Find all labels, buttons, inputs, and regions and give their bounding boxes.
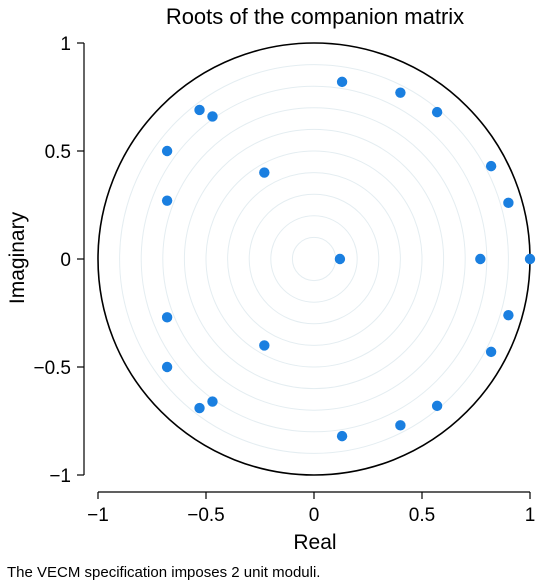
root-point	[524, 253, 536, 265]
y-axis-title: Imaginary	[6, 211, 29, 304]
root-point	[194, 402, 205, 414]
root-point	[336, 430, 348, 442]
grid-circles	[119, 64, 509, 454]
root-point	[161, 195, 173, 206]
root-point	[194, 104, 205, 116]
grid-circle-9	[119, 64, 509, 454]
root-point	[259, 167, 270, 178]
grid-circle-7	[162, 107, 466, 411]
root-point	[431, 106, 443, 118]
grid-circle-2	[270, 215, 358, 303]
x-axis-title: Real	[293, 531, 336, 554]
root-point	[503, 197, 514, 209]
axes	[83, 43, 530, 493]
root-point	[334, 253, 346, 265]
x-tick-label: 0.5	[409, 505, 435, 526]
x-tick-label: 1	[525, 505, 536, 526]
root-point	[161, 145, 173, 157]
root-points	[161, 76, 536, 442]
grid-circle-3	[248, 193, 380, 325]
root-point	[503, 309, 514, 321]
root-point	[161, 361, 173, 373]
root-point	[395, 420, 406, 431]
footnote: The VECM specification imposes 2 unit mo…	[7, 564, 320, 581]
root-point	[475, 253, 486, 265]
chart-title: Roots of the companion matrix	[166, 4, 464, 29]
root-point	[207, 111, 218, 122]
y-tick-label: −0.5	[33, 358, 71, 379]
grid-circle-5	[205, 150, 423, 368]
y-tick-label: 0.5	[45, 142, 71, 163]
x-tick-label: 0	[309, 505, 320, 526]
x-tick-label: −0.5	[187, 505, 225, 526]
grid-circle-8	[140, 85, 488, 433]
grid-circle-6	[183, 128, 445, 390]
y-tick-label: 0	[60, 250, 71, 271]
root-point	[336, 76, 348, 88]
root-point	[431, 400, 443, 412]
root-point	[161, 312, 173, 323]
root-point	[485, 160, 497, 172]
x-ticks: −1 −0.5 0 0.5 1	[87, 492, 535, 526]
y-tick-label: 1	[60, 34, 71, 55]
root-point	[485, 346, 497, 358]
y-tick-label: −1	[49, 466, 71, 487]
root-point	[207, 396, 218, 407]
root-point	[259, 340, 270, 351]
grid-circle-4	[227, 172, 401, 346]
y-ticks: −1 −0.5 0 0.5 1	[33, 34, 84, 487]
root-point	[395, 87, 406, 98]
x-tick-label: −1	[87, 505, 109, 526]
grid-circle-1	[291, 236, 337, 282]
